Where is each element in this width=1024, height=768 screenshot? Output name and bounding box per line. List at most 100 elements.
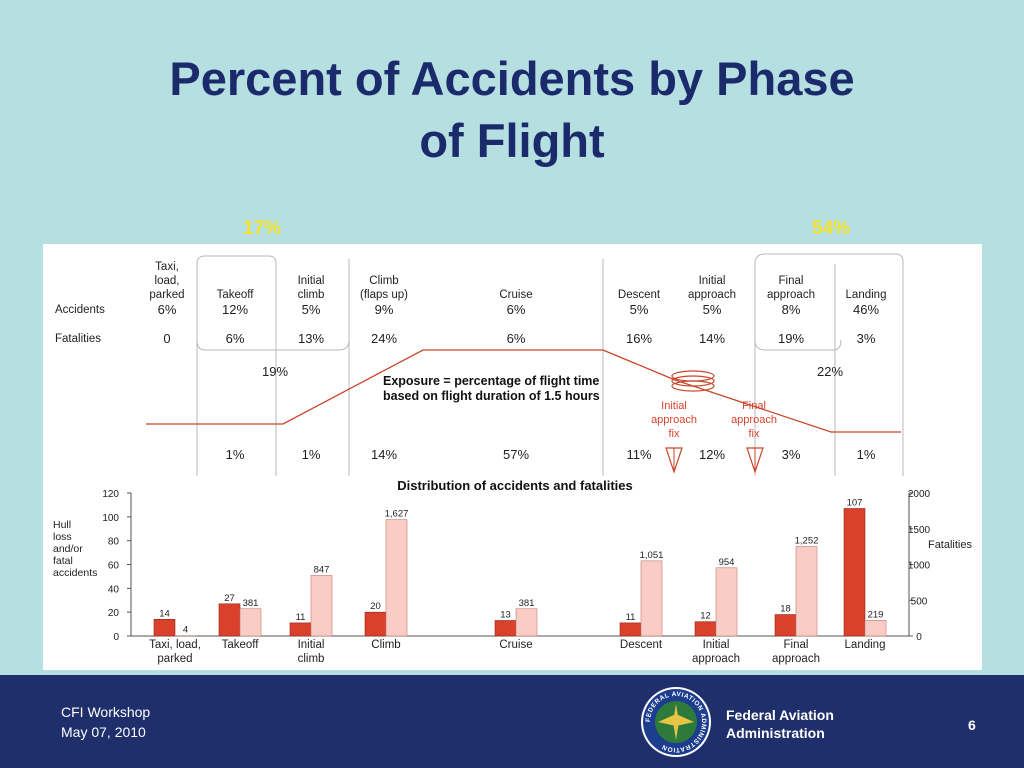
exposure-percent: 1% (857, 447, 876, 462)
holding-pattern-icon (671, 370, 715, 392)
fatalities-percent: 16% (626, 331, 652, 346)
accidents-bar (364, 611, 387, 637)
category-label: Landing (845, 639, 886, 651)
footer-agency-line-2: Administration (726, 725, 825, 741)
footer-bar: CFI Workshop May 07, 2010 FEDERAL AVIATI… (0, 675, 1024, 768)
phase-header-label: Cruise (499, 289, 532, 301)
fatalities-percent: 19% (778, 331, 804, 346)
right-axis-tick-label: 500 (911, 596, 928, 607)
group-right-fatalities: 22% (817, 364, 843, 379)
exposure-note: Exposure = percentage of flight time base… (383, 374, 600, 403)
page-number: 6 (968, 717, 976, 733)
accidents-percent: 6% (507, 302, 526, 317)
category-label: Final approach (772, 639, 820, 665)
exposure-percent: 1% (302, 447, 321, 462)
accidents-bar (153, 619, 176, 637)
footer-date: May 07, 2010 (61, 724, 146, 740)
fatalities-bar-label: 381 (519, 598, 535, 609)
final-approach-fix-label: Final approach fix (731, 400, 777, 440)
accidents-bar (694, 621, 717, 637)
category-label: Takeoff (222, 639, 260, 651)
fatalities-bar (239, 608, 262, 637)
accidents-bar-label: 27 (224, 593, 235, 604)
right-axis-label: Fatalities (928, 539, 973, 551)
accidents-percent: 5% (703, 302, 722, 317)
accidents-bar-label: 11 (296, 612, 306, 623)
left-axis-label: Hull loss and/or fatal accidents (53, 519, 97, 579)
left-axis-tick-label: 80 (108, 537, 120, 548)
exposure-percent: 14% (371, 447, 397, 462)
fatalities-bar-label: 847 (314, 564, 330, 575)
right-axis-tick-label: 0 (916, 632, 922, 643)
phase-header-label: Descent (618, 289, 661, 301)
category-label: Descent (620, 639, 663, 651)
slide-title-line-2: of Flight (419, 114, 605, 167)
slide-title-line-1: Percent of Accidents by Phase (169, 52, 855, 105)
fatalities-percent: 13% (298, 331, 324, 346)
left-axis-tick-label: 100 (102, 513, 119, 524)
fatalities-bar (864, 620, 887, 637)
accidents-bar-label: 12 (700, 611, 711, 622)
fatalities-percent: 24% (371, 331, 397, 346)
fatalities-bar-label: 4 (183, 625, 188, 636)
fatalities-bar-label: 1,252 (795, 535, 819, 546)
accidents-bar (218, 603, 241, 637)
fatalities-bar-label: 1,051 (640, 550, 664, 561)
phase-header-label: Final approach (767, 275, 815, 301)
fatalities-percent: 0 (163, 331, 170, 346)
phase-header-label: Initial climb (298, 275, 325, 301)
fatalities-row-label: Fatalities (55, 333, 101, 345)
accidents-percent: 5% (302, 302, 321, 317)
exposure-percent: 57% (503, 447, 529, 462)
exposure-percent: 3% (782, 447, 801, 462)
accidents-bar-label: 13 (500, 610, 511, 621)
accidents-bar-label: 20 (370, 601, 381, 612)
fatalities-percent: 6% (226, 331, 245, 346)
accidents-bar-label: 18 (780, 604, 791, 615)
fatalities-bar (310, 575, 333, 637)
right-axis-tick-label: 1000 (908, 561, 931, 572)
slide-title: Percent of Accidents by Phase of Flight (0, 48, 1024, 172)
left-axis-tick-label: 40 (108, 584, 120, 595)
chart-title: Distribution of accidents and fatalities (397, 478, 632, 493)
accidents-percent: 5% (630, 302, 649, 317)
initial-approach-fix-marker (665, 447, 683, 474)
fatalities-bar-label: 219 (868, 609, 884, 620)
fatalities-percent: 3% (857, 331, 876, 346)
fatalities-bar (385, 519, 408, 637)
phase-header-label: Taxi, load, parked (149, 261, 184, 301)
category-label: Cruise (499, 639, 532, 651)
accidents-bar-label: 107 (847, 497, 863, 508)
takeoff-group-bracket (196, 255, 277, 265)
right-axis-tick-label: 1500 (908, 525, 931, 536)
phase-header-label: Initial approach (688, 275, 736, 301)
group-left-fatalities: 19% (262, 364, 288, 379)
accidents-bar (774, 614, 797, 637)
category-label: Climb (371, 639, 400, 651)
faa-seal-logo: FEDERAL AVIATION ADMINISTRATION (641, 687, 711, 757)
fatalities-bar (715, 567, 738, 637)
accidents-percent: 46% (853, 302, 879, 317)
accidents-bar-label: 11 (626, 612, 636, 623)
left-axis-tick-label: 0 (113, 632, 119, 643)
category-label: Taxi, load, parked (149, 639, 201, 665)
footer-workshop: CFI Workshop (61, 704, 151, 720)
highlight-right-percent: 54% (812, 218, 851, 239)
exposure-profile-line (146, 349, 901, 433)
left-axis-tick-label: 60 (108, 561, 120, 572)
fatalities-bar (795, 546, 818, 637)
fatalities-bar-label: 954 (719, 557, 735, 568)
accidents-bar (619, 622, 642, 637)
category-label: Initial climb (298, 639, 325, 665)
accidents-bar (843, 508, 866, 637)
exposure-percent: 12% (699, 447, 725, 462)
footer-agency-line-1: Federal Aviation (726, 707, 834, 723)
takeoff-group-bracket-bottom (196, 339, 350, 351)
phase-header-label: Climb (flaps up) (360, 275, 408, 301)
fatalities-bar (515, 608, 538, 637)
exposure-percent: 11% (626, 447, 651, 462)
fatalities-percent: 6% (507, 331, 526, 346)
accidents-bar (289, 622, 312, 637)
